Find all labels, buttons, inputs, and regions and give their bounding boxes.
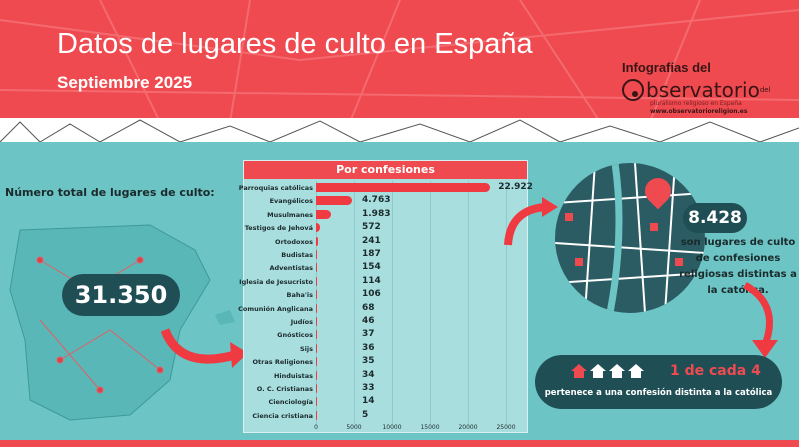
category-label: Adventistas xyxy=(269,264,313,273)
chart-title: Por confesiones xyxy=(244,161,527,179)
house-icon xyxy=(590,364,606,378)
bar xyxy=(316,290,317,300)
value-label: 4.763 xyxy=(362,195,391,206)
x-tick-label: 0 xyxy=(314,424,318,431)
value-label: 154 xyxy=(362,262,381,273)
city-map-illustration xyxy=(555,163,705,313)
bar xyxy=(316,250,318,259)
bar xyxy=(316,397,317,407)
value-label: 22.922 xyxy=(498,182,533,192)
bar xyxy=(316,209,332,219)
arrow-icon xyxy=(504,197,558,246)
logo-name: bservatorio xyxy=(646,78,760,102)
bar xyxy=(316,196,353,206)
page-title: Datos de lugares de culto en España xyxy=(57,28,533,60)
confessions-chart: Por confesiones 0 5000 10000 15000 20000 2500… xyxy=(238,160,533,433)
logo-tagline: pluralismo religioso en España xyxy=(650,100,742,107)
ratio-value: 1 de cada 4 xyxy=(670,363,761,379)
category-label: Iglesia de Jesucristo xyxy=(239,277,313,286)
value-label: 114 xyxy=(362,275,381,286)
total-count-badge: 31.350 xyxy=(62,274,180,316)
value-label: 241 xyxy=(362,235,381,246)
x-tick-label: 20000 xyxy=(458,424,478,431)
skyline-strip xyxy=(0,118,799,143)
logo-o-icon xyxy=(622,79,644,101)
bar xyxy=(316,183,491,192)
category-label: Evangélicos xyxy=(269,197,313,206)
bar xyxy=(316,223,321,233)
spain-map-icon xyxy=(9,224,235,421)
houses-icon xyxy=(571,364,644,378)
category-label: Ciencia cristiana xyxy=(252,411,313,420)
category-label: Ortodoxos xyxy=(275,237,313,246)
page-subtitle: Septiembre 2025 xyxy=(57,73,193,92)
value-label: 187 xyxy=(362,249,381,259)
gridline xyxy=(354,181,355,424)
bar xyxy=(316,357,317,367)
header-banner: Datos de lugares de culto en España Sept… xyxy=(0,0,799,122)
category-label: Testigos de Jehová xyxy=(244,224,313,233)
gridline xyxy=(430,181,431,424)
category-label: Judíos xyxy=(290,318,313,326)
value-label: 36 xyxy=(362,342,375,353)
category-label: Musulmanes xyxy=(267,210,313,219)
value-label: 34 xyxy=(362,369,375,380)
value-label: 37 xyxy=(362,329,375,340)
bar xyxy=(316,330,317,340)
category-label: Baha'is xyxy=(286,291,313,300)
bar xyxy=(316,276,317,286)
bottom-bar xyxy=(0,440,799,447)
category-label: Gnósticos xyxy=(277,331,313,340)
house-icon xyxy=(628,364,644,378)
value-label: 1.983 xyxy=(362,208,391,219)
logo-url: www.observatorioreligion.es xyxy=(650,108,748,115)
category-label: Budistas xyxy=(281,251,313,259)
street-map-pattern xyxy=(0,0,799,122)
arrow-icon xyxy=(743,281,778,358)
bar xyxy=(316,384,317,393)
value-label: 46 xyxy=(362,316,375,326)
bar xyxy=(316,303,317,313)
house-icon xyxy=(609,364,625,378)
value-label: 5 xyxy=(362,409,369,420)
category-label: Otras Religiones xyxy=(252,358,313,367)
category-label: O. C. Cristianas xyxy=(256,385,313,393)
bar xyxy=(316,236,318,246)
non-catholic-description: son lugares de culto de confesiones reli… xyxy=(679,237,797,296)
house-icon xyxy=(571,364,587,378)
gridline xyxy=(506,181,507,424)
bar xyxy=(316,370,317,380)
value-label: 106 xyxy=(362,289,381,300)
ratio-text: pertenece a una confesión distinta a la … xyxy=(544,388,773,398)
ratio-panel: 1 de cada 4 pertenece a una confesión di… xyxy=(535,355,782,409)
category-label: Hinduistas xyxy=(273,371,313,380)
logo-line1: Infografías del xyxy=(622,60,711,75)
bar xyxy=(316,317,317,326)
x-tick-label: 5000 xyxy=(346,424,362,431)
category-label: Cienciología xyxy=(268,398,313,407)
value-label: 35 xyxy=(362,356,375,367)
value-label: 572 xyxy=(362,222,381,233)
category-label: Parroquias católicas xyxy=(238,184,313,192)
bar xyxy=(316,343,317,353)
x-tick-label: 10000 xyxy=(382,424,402,431)
non-catholic-count-badge: 8.428 xyxy=(683,203,747,233)
total-label: Número total de lugares de culto: xyxy=(5,186,215,199)
gridline xyxy=(392,181,393,424)
value-label: 33 xyxy=(362,383,375,393)
gridline xyxy=(468,181,469,424)
bar xyxy=(316,410,317,420)
category-label: Sijs xyxy=(299,344,313,353)
value-label: 68 xyxy=(362,302,375,313)
value-label: 14 xyxy=(362,396,375,407)
bar xyxy=(316,263,318,273)
gridline xyxy=(316,181,317,424)
x-tick-label: 25000 xyxy=(496,424,516,431)
x-tick-label: 15000 xyxy=(420,424,440,431)
category-label: Comunión Anglicana xyxy=(238,304,313,313)
logo-suffix: del xyxy=(759,86,771,94)
arrow-icon xyxy=(160,328,248,368)
observatorio-logo: Infografías del bservatorio del pluralism… xyxy=(622,60,771,115)
